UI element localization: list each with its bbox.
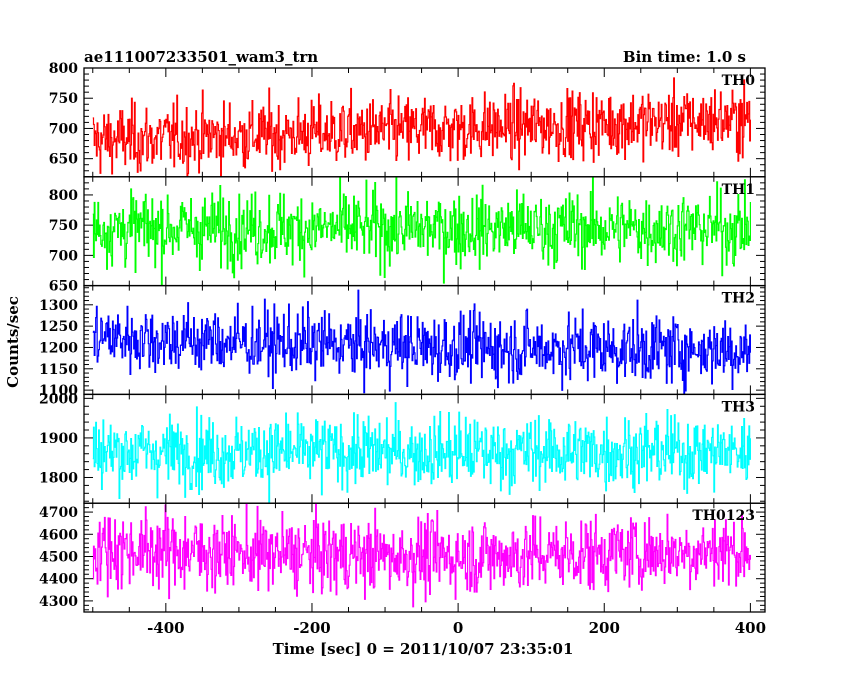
- y-tick-label-th2: 1100: [39, 383, 78, 399]
- series-line-th0123: [92, 503, 751, 608]
- y-tick-label-th0123: 4600: [39, 527, 78, 543]
- x-axis-label: Time [sec] 0 = 2011/10/07 23:35:01: [273, 640, 574, 658]
- panel-th3: 1800 1900 2000 TH3: [39, 391, 766, 504]
- y-tick-label-th0123: 4300: [39, 594, 78, 610]
- series-line-th3: [92, 402, 751, 503]
- panels-group: 650 700 750 800 TH0 650 700 750 800 TH1 1100 1150 12…: [39, 61, 766, 613]
- y-tick-label-th3: 1800: [39, 470, 78, 486]
- figure-title: ae111007233501_wam3_trn: [84, 48, 318, 66]
- y-tick-label-th0: 750: [49, 91, 78, 107]
- x-tick-label: 200: [589, 619, 620, 637]
- y-tick-label-th3: 2000: [39, 391, 78, 407]
- series-line-th1: [92, 176, 751, 286]
- y-tick-label-th0123: 4500: [39, 549, 78, 565]
- panel-label-th3: TH3: [722, 399, 755, 415]
- y-tick-label-th1: 700: [49, 248, 78, 264]
- series-line-th2: [92, 289, 751, 395]
- y-tick-label-th0123: 4700: [39, 505, 78, 521]
- panel-label-th0123: TH0123: [692, 508, 755, 524]
- x-axis: -400 -200 0 200 400: [147, 619, 766, 637]
- panel-label-th2: TH2: [722, 291, 755, 307]
- y-tick-label-th1: 800: [49, 188, 78, 204]
- y-axis-label: Counts/sec: [4, 296, 22, 388]
- x-tick-label: -200: [293, 619, 331, 637]
- y-tick-label-th2: 1300: [39, 298, 78, 314]
- x-tick-label: 400: [735, 619, 766, 637]
- panel-label-th1: TH1: [722, 182, 755, 198]
- x-tick-label: -400: [147, 619, 185, 637]
- y-tick-label-th2: 1150: [39, 362, 78, 378]
- y-tick-label-th0123: 4400: [39, 572, 78, 588]
- y-tick-label-th1: 650: [49, 279, 78, 295]
- bin-time-label: Bin time: 1.0 s: [623, 48, 746, 66]
- y-tick-label-th2: 1250: [39, 319, 78, 335]
- y-tick-label-th2: 1200: [39, 340, 78, 356]
- panel-th1: 650 700 750 800 TH1: [49, 176, 766, 295]
- series-line-th0: [92, 77, 751, 177]
- panel-frame-th0123: [83, 502, 766, 613]
- panel-th2: 1100 1150 1200 1250 1300 TH2: [39, 284, 766, 399]
- panel-th0: 650 700 750 800 TH0: [49, 61, 766, 178]
- x-tick-label: 0: [453, 619, 463, 637]
- y-tick-label-th0: 650: [49, 152, 78, 168]
- panel-label-th0: TH0: [722, 73, 756, 89]
- y-tick-label-th0: 800: [49, 61, 78, 77]
- y-tick-label-th1: 750: [49, 218, 78, 234]
- y-tick-label-th0: 700: [49, 121, 78, 137]
- panel-th0123: 4300 4400 4500 4600 4700 TH0123: [39, 502, 766, 613]
- y-tick-label-th3: 1900: [39, 431, 78, 447]
